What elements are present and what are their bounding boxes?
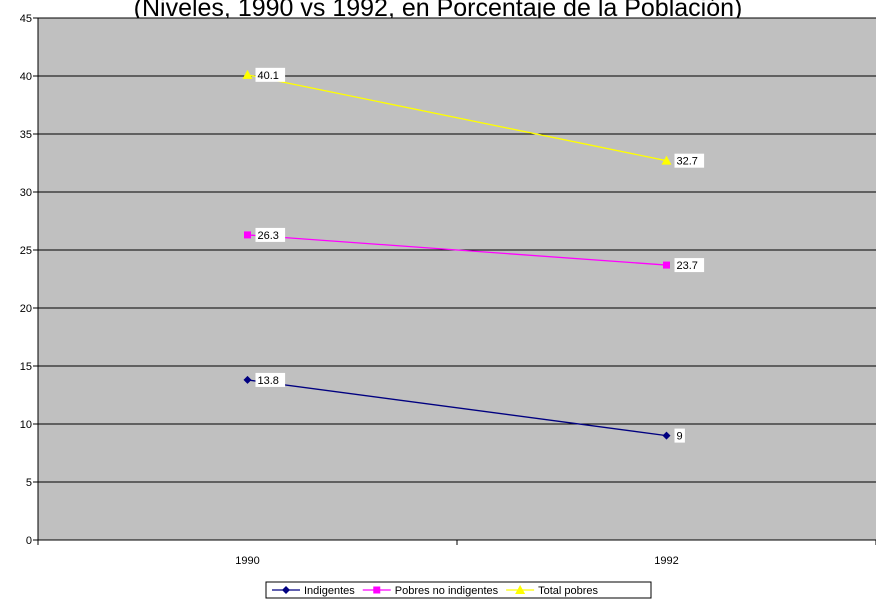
x-tick-label: 1992 xyxy=(654,555,678,567)
y-tick-label: 45 xyxy=(20,13,32,25)
series-pobres-no-indigentes: 26.3 23.7 xyxy=(244,227,705,273)
data-label: 23.7 xyxy=(677,260,698,272)
legend-entry: Pobres no indigentes xyxy=(362,585,499,597)
y-tick-label: 5 xyxy=(26,477,32,489)
y-tick-label: 35 xyxy=(20,129,32,141)
data-label: 32.7 xyxy=(677,156,698,168)
data-label-box xyxy=(255,67,286,82)
data-point xyxy=(244,231,251,239)
data-label-box xyxy=(674,153,705,168)
data-label-box xyxy=(255,227,286,242)
y-tick-label: 10 xyxy=(20,419,32,431)
y-tick-label: 20 xyxy=(20,303,32,315)
series-line xyxy=(247,74,667,162)
series-indigentes: 13.89 xyxy=(243,372,685,443)
data-label-box xyxy=(674,258,705,273)
legend-label: Total pobres xyxy=(538,585,598,597)
data-point xyxy=(663,261,670,269)
data-label-box xyxy=(255,372,286,387)
legend-entry: Indigentes xyxy=(272,585,355,597)
chart-title: (Niveles, 1990 vs 1992, en Porcentaje de… xyxy=(134,0,743,22)
series-line xyxy=(247,379,667,437)
legend-marker xyxy=(373,586,381,594)
data-point xyxy=(243,375,252,384)
y-tick-label: 15 xyxy=(20,361,32,373)
legend-label: Indigentes xyxy=(304,585,355,597)
data-point xyxy=(662,431,671,440)
y-tick-label: 40 xyxy=(20,71,32,83)
legend-box xyxy=(265,581,652,599)
legend-marker xyxy=(515,585,526,594)
legend: Indigentes Pobres no indigentes Total pobr… xyxy=(265,581,652,599)
y-tick-label: 25 xyxy=(20,245,32,257)
plot-background xyxy=(38,18,876,540)
data-label: 26.3 xyxy=(258,230,279,242)
data-label: 40.1 xyxy=(258,70,279,82)
x-tick-label: 1990 xyxy=(235,555,259,567)
legend-label: Pobres no indigentes xyxy=(395,585,499,597)
y-tick-label: 0 xyxy=(26,535,32,547)
legend-entry: Total pobres xyxy=(506,585,599,597)
data-point xyxy=(661,155,672,165)
series-total-pobres: 40.1 32.7 xyxy=(242,67,705,168)
data-label-box xyxy=(674,428,685,443)
series-line xyxy=(247,234,667,266)
y-tick-label: 30 xyxy=(20,187,32,199)
data-label: 9 xyxy=(677,431,683,443)
data-point xyxy=(242,69,253,79)
legend-marker xyxy=(282,586,290,594)
data-label: 13.8 xyxy=(258,375,279,387)
